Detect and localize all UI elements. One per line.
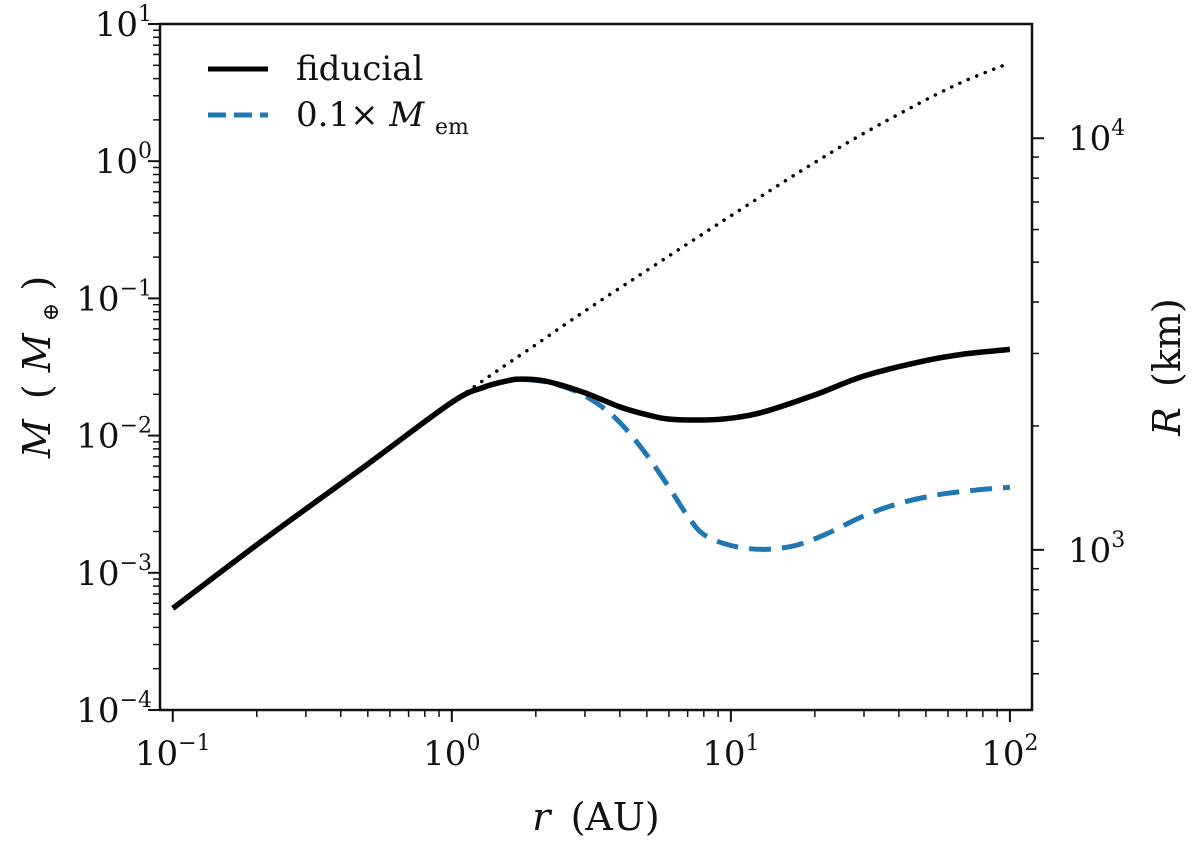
y2-axis-label-unit: (km) [1145,298,1189,387]
y-axis-label-sub: ⊕ [39,303,64,321]
plot-frame [158,22,1034,712]
y-axis-label: M ( M ⊕ ) [15,276,67,459]
y2-tick-label: 104 [1068,116,1125,159]
legend-label-fiducial: fiducial [296,49,423,89]
x-axis-label: r (AU) [532,795,659,839]
x-tick-label: 10−1 [135,731,211,774]
y-tick-label: 10−3 [76,551,152,594]
y-tick-label: 10−4 [76,688,152,731]
x-tick-label: 102 [981,731,1038,774]
legend-label-low-mem-prefix: 0.1× [296,95,379,135]
y-tick-label: 101 [95,2,152,45]
y2-axis-label: R (km) [1145,298,1189,436]
y-tick-label: 100 [95,139,152,182]
legend-label-low-mem-var: M [388,95,425,135]
series-line-low-mem [522,376,1011,552]
x-tick-label: 100 [423,731,480,774]
x-axis-label-unit: (AU) [571,795,660,839]
y-axis-label-inner: M [15,332,59,373]
y-axis-label-open: ( [15,384,59,399]
series-line-upper-dotted [450,61,1012,405]
legend-label-low-mem-sub: em [435,115,469,140]
y-axis-label-var: M [15,418,59,459]
series-layer [171,61,1012,611]
legend: fiducial 0.1× M em [208,49,469,140]
y2-axis-label-var: R [1145,407,1189,437]
y2-tick-label: 103 [1068,528,1125,571]
series-line-fiducial [171,346,1011,611]
y-tick-label: 10−2 [76,414,152,457]
y-axis-label-close: ) [15,276,59,291]
x-axis-label-var: r [532,795,553,839]
ticks-layer: 10−1 100 101 102 10−4 10−3 10−2 10−1 100 101 103 10… [76,2,1125,774]
y-tick-label: 10−1 [76,276,152,319]
legend-label-low-mem: 0.1× M em [296,95,469,140]
x-tick-label: 101 [702,731,759,774]
